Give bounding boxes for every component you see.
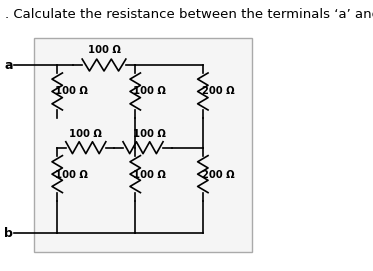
Text: 100 Ω: 100 Ω — [88, 45, 120, 55]
Text: 100 Ω: 100 Ω — [133, 86, 166, 96]
Text: b: b — [4, 227, 13, 240]
Text: 100 Ω: 100 Ω — [133, 129, 166, 139]
Text: a: a — [4, 59, 13, 72]
Text: 100 Ω: 100 Ω — [69, 129, 102, 139]
Text: 100 Ω: 100 Ω — [55, 170, 88, 180]
Text: 200 Ω: 200 Ω — [202, 86, 235, 96]
Text: 200 Ω: 200 Ω — [202, 170, 235, 180]
Text: . Calculate the resistance between the terminals ‘a’ and ‘b’: . Calculate the resistance between the t… — [5, 8, 373, 21]
Text: 100 Ω: 100 Ω — [133, 170, 166, 180]
Text: 100 Ω: 100 Ω — [55, 86, 88, 96]
FancyBboxPatch shape — [34, 38, 252, 252]
